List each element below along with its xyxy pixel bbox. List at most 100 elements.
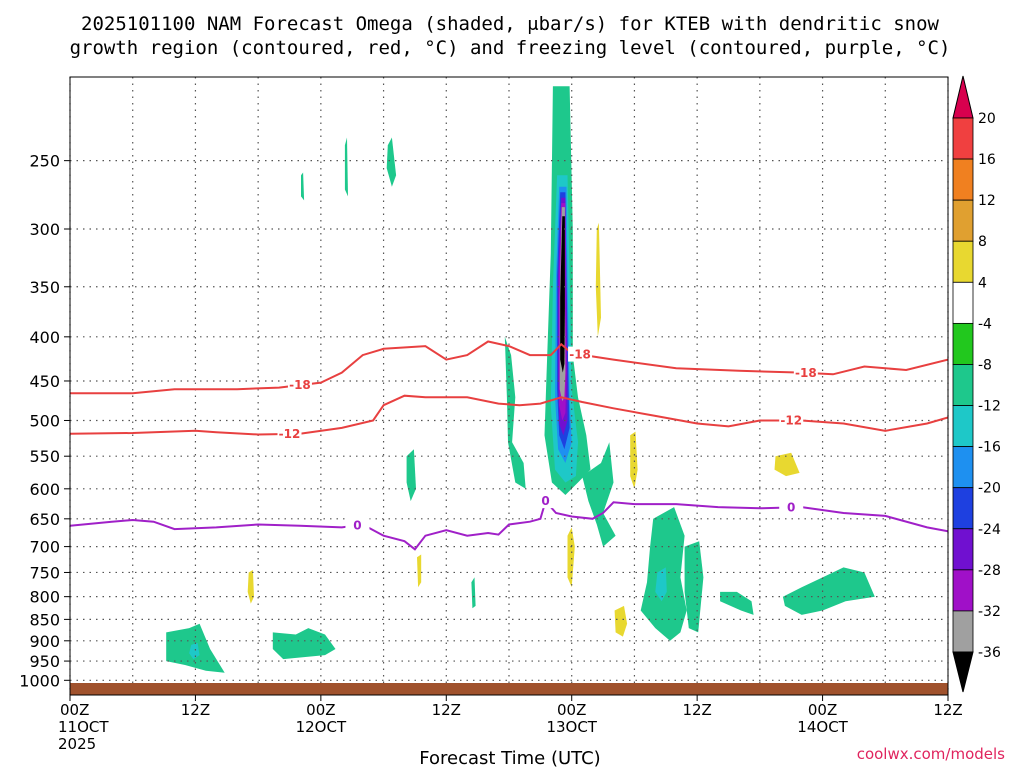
colorbar-band [952,158,974,201]
title-line-2: growth region (contoured, red, °C) and f… [70,37,951,59]
colorbar-label: -16 [978,440,1001,456]
x-tick-label: 12Z [181,701,210,719]
x-tick-label: 12Z [432,701,461,719]
x-tick-label: 11OCT [58,718,109,736]
x-tick-label: 00Z [60,701,89,719]
contour-2 [70,499,948,551]
omega-region-18 [406,449,416,502]
x-tick-label: 00Z [306,701,335,719]
y-tick-label: 250 [29,152,60,171]
colorbar-label: -36 [978,645,1001,661]
contour-label-bg [779,412,804,428]
pressure-axis: 250 300 350 400 450 500 550 600 650 700 750 800 850 9… [19,152,70,690]
y-tick-label: 500 [29,411,60,430]
omega-region-27 [247,570,254,604]
contour-label: 0 [541,494,549,508]
contour-label: 0 [353,518,361,532]
omega-region-7 [560,216,565,373]
y-tick-label: 800 [29,588,60,607]
y-tick-label: 300 [29,220,60,239]
colorbar-band [952,487,974,530]
omega-region-19 [301,172,305,201]
omega-region-11 [655,567,667,602]
y-tick-label: 1000 [19,671,60,690]
credit-link[interactable]: coolwx.com/models [857,745,1005,763]
colorbar-band [952,528,974,571]
omega-region-20 [344,137,348,197]
omega-region-12 [684,541,704,633]
contour-label-bg [793,364,818,380]
x-tick-label: 14OCT [797,718,848,736]
y-tick-label: 600 [29,480,60,499]
colorbar-band [952,569,974,612]
plot-frame [69,76,949,696]
x-tick-label: 12Z [682,701,711,719]
colorbar-label: 20 [978,111,996,127]
x-tick-label: 12Z [933,701,962,719]
contour-lines: -18 -18 -18 -12 -12 0 0 0 [70,340,948,551]
omega-region-16 [189,642,200,660]
colorbar-label: -8 [978,357,992,373]
y-tick-label: 400 [29,328,60,347]
colorbar-label: 16 [978,152,996,168]
y-tick-label: 750 [29,563,60,582]
x-tick-label: 2025 [58,735,96,753]
colorbar-band [952,405,974,448]
x-tick-label: 12OCT [296,718,347,736]
y-tick-label: 450 [29,372,60,391]
omega-region-28 [417,554,422,588]
colorbar-label: -24 [978,522,1001,538]
omega-region-17 [272,628,336,660]
colorbar-band [952,199,974,242]
omega-region-25 [595,222,601,337]
x-axis-label: Forecast Time (UTC) [419,748,600,768]
colorbar-band [952,364,974,406]
x-tick-label: 13OCT [546,718,597,736]
contour-label-bg [533,493,558,509]
omega-region-14 [782,567,875,615]
contour-label: -12 [279,427,301,441]
ground-surface [70,683,948,695]
colorbar-label: -28 [978,563,1001,579]
colorbar-label: -4 [978,316,992,332]
colorbar-band [952,281,974,324]
contour-label-bg [779,499,804,515]
colorbar: 20 16 12 8 4 -4 -8 -12 -16 -20 -24 -28 -32 -36 [952,75,1001,693]
x-tick-label: 00Z [808,701,837,719]
y-tick-label: 650 [29,510,60,529]
contour-label: -18 [569,348,591,362]
contour-label: -18 [795,366,817,380]
omega-region-29 [774,452,800,477]
colorbar-top-triangle [952,75,974,119]
omega-region-22 [471,577,476,609]
colorbar-band [952,240,974,283]
colorbar-label: -20 [978,481,1001,497]
omega-region-26 [614,605,628,637]
colorbar-band [952,446,974,489]
contour-label-bg [277,425,302,441]
contour-0 [70,340,948,395]
colorbar-label: 4 [978,275,987,291]
colorbar-band [952,117,974,160]
contour-label: 0 [787,500,795,514]
y-tick-label: 950 [29,652,60,671]
colorbar-label: -12 [978,399,1001,415]
y-tick-label: 850 [29,610,60,629]
omega-shading [166,86,875,673]
omega-region-8 [504,336,526,489]
colorbar-label: -32 [978,604,1001,620]
colorbar-label: 8 [978,234,987,250]
contour-label: -12 [780,413,802,427]
contour-label-bg [345,517,370,533]
contour-label: -18 [289,378,311,392]
colorbar-band [952,322,974,365]
contour-label-bg [568,346,593,362]
colorbar-band [952,610,974,653]
omega-region-24 [630,431,638,489]
chart-title: 2025101100 NAM Forecast Omega (shaded, μ… [70,13,951,59]
title-line-1: 2025101100 NAM Forecast Omega (shaded, μ… [81,13,939,35]
omega-region-13 [720,591,754,615]
contour-label-bg [287,377,312,393]
